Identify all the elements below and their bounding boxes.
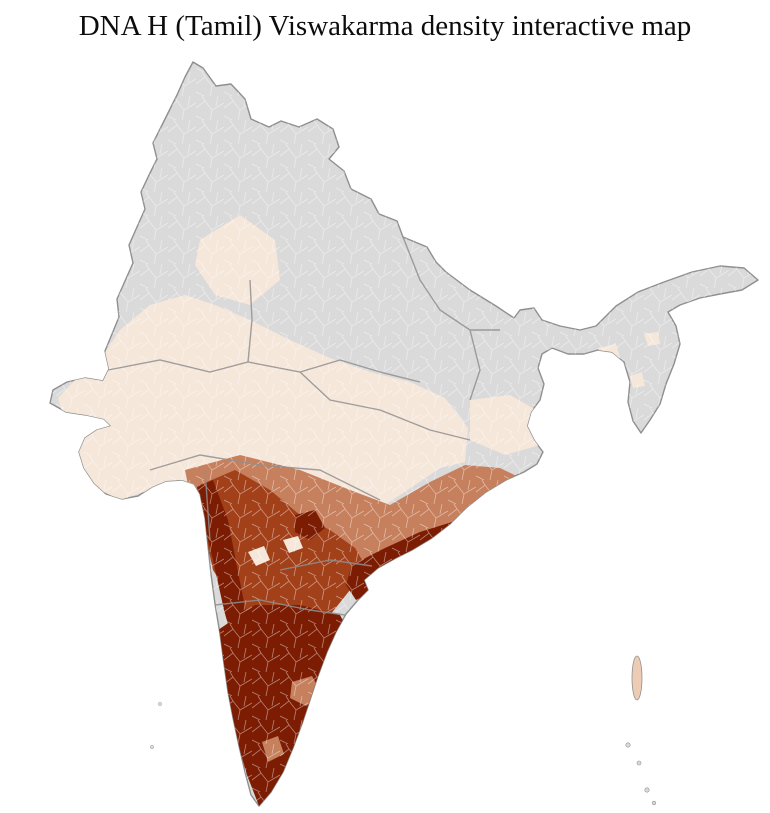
nicobar-islet-3[interactable] (644, 787, 650, 793)
page-title: DNA H (Tamil) Viswakarma density interac… (78, 10, 692, 42)
lakshadweep-islet-1[interactable] (150, 745, 154, 749)
andaman-island[interactable] (631, 655, 643, 701)
islands-group (150, 655, 657, 806)
nicobar-islet-2[interactable] (636, 760, 642, 766)
lakshadweep-islet-2[interactable] (158, 702, 162, 706)
region-tamil-nadu-kerala[interactable] (218, 605, 348, 806)
nicobar-islet-1[interactable] (625, 742, 631, 748)
nicobar-islet-4[interactable] (651, 800, 657, 806)
